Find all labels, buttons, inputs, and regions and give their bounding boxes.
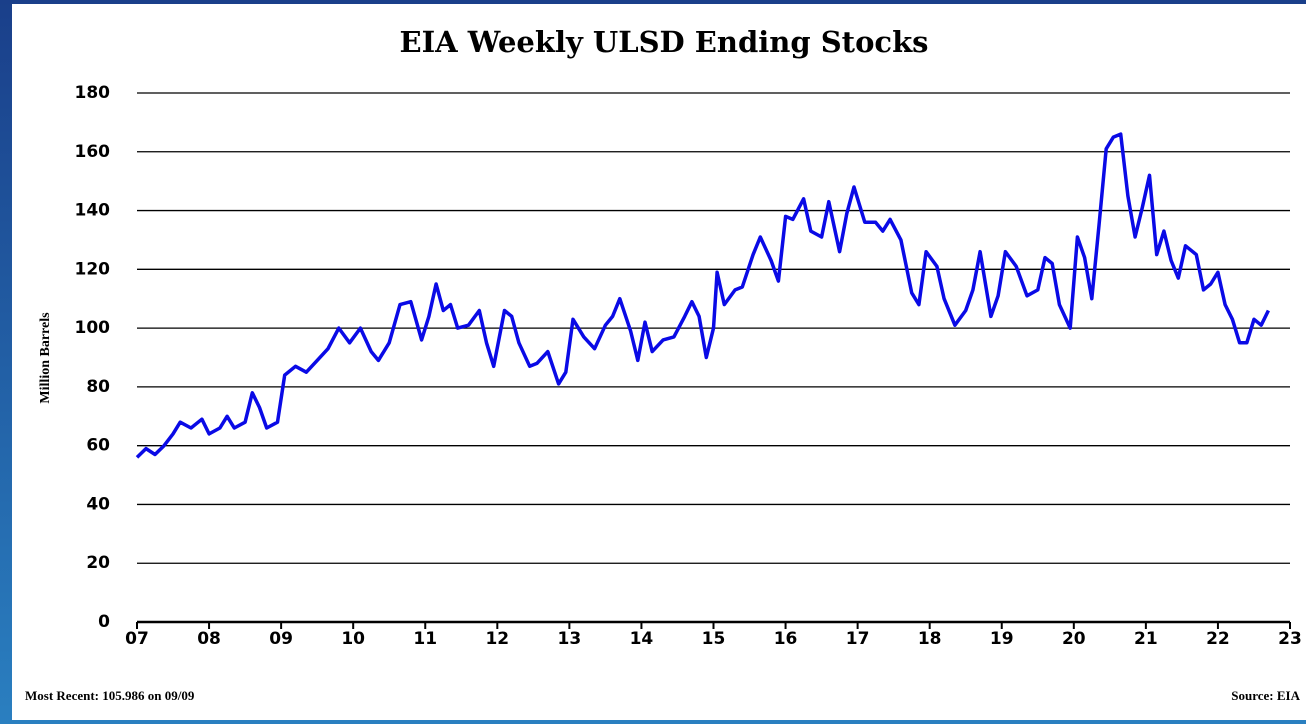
x-tick-label: 18 bbox=[918, 629, 942, 649]
y-axis-label: Million Barrels bbox=[38, 312, 53, 404]
annotation: Source: EIA bbox=[1231, 688, 1300, 703]
chart-title: EIA Weekly ULSD Ending Stocks bbox=[400, 25, 929, 59]
panel bbox=[12, 4, 1306, 720]
y-tick-label: 120 bbox=[75, 259, 111, 279]
x-tick-label: 23 bbox=[1278, 629, 1302, 649]
x-tick-label: 08 bbox=[197, 629, 221, 649]
y-tick-label: 160 bbox=[75, 142, 111, 162]
x-tick-label: 13 bbox=[558, 629, 582, 649]
annotation: Most Recent: 105.986 on 09/09 bbox=[25, 688, 195, 703]
x-tick-label: 21 bbox=[1134, 629, 1158, 649]
y-tick-label: 40 bbox=[86, 494, 110, 514]
x-tick-label: 10 bbox=[341, 629, 365, 649]
x-tick-label: 07 bbox=[125, 629, 149, 649]
data-line bbox=[135, 132, 1270, 459]
x-tick-label: 22 bbox=[1206, 629, 1230, 649]
x-tick-label: 09 bbox=[269, 629, 293, 649]
x-tick-label: 20 bbox=[1062, 629, 1086, 649]
x-tick-label: 19 bbox=[990, 629, 1014, 649]
x-tick-label: 17 bbox=[846, 629, 870, 649]
x-tick-label: 14 bbox=[630, 629, 654, 649]
y-tick-label: 20 bbox=[86, 553, 110, 573]
x-tick-label: 12 bbox=[485, 629, 509, 649]
y-tick-label: 0 bbox=[98, 612, 110, 632]
y-tick-label: 100 bbox=[75, 318, 111, 338]
y-tick-label: 60 bbox=[86, 436, 110, 456]
x-tick-label: 11 bbox=[413, 629, 437, 649]
y-tick-label: 140 bbox=[75, 201, 111, 221]
x-tick-label: 15 bbox=[702, 629, 726, 649]
x-tick-label: 16 bbox=[774, 629, 798, 649]
y-tick-label: 180 bbox=[75, 83, 111, 103]
y-tick-label: 80 bbox=[86, 377, 110, 397]
